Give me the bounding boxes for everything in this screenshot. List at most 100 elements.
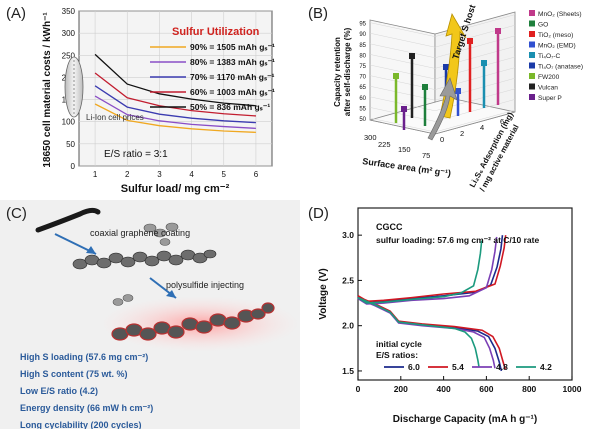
panel-d-xlabel: Discharge Capacity (mA h g⁻¹) [393, 414, 537, 425]
grid-line [369, 117, 436, 133]
coated-fiber [72, 249, 217, 270]
arrow-1-head [86, 246, 96, 254]
feature-list: High S loading (57.6 mg cm⁻²) High S con… [20, 352, 153, 429]
z-tick-label: 90 [359, 32, 366, 38]
point-ti4o7-anatase [443, 64, 449, 70]
step1-label: coaxial graphene coating [90, 228, 190, 238]
panel-b-ytick: 6 [500, 117, 504, 126]
panel-b-z-ticks: 50 55 60 65 70 75 80 85 90 95 [359, 22, 366, 123]
panel-b-xtick: 150 [398, 145, 411, 154]
series-line [94, 72, 256, 117]
panel-d-y-ticks: 1.5 2.0 2.5 3.0 [342, 230, 362, 376]
injected-fiber [111, 302, 275, 341]
legend-title-1: initial cycle [376, 339, 422, 349]
panel-c-illustration: (C) coaxial graphene coating polysulfide… [0, 200, 300, 429]
z-tick-label: 70 [359, 75, 366, 81]
x-tick-label: 600 [479, 384, 493, 394]
point-go [422, 84, 428, 90]
point-superp [401, 106, 407, 112]
y-tick-label: 350 [62, 7, 76, 16]
x-tick-label: 5 [222, 170, 227, 179]
legend-label: 80% = 1383 mAh gₛ⁻¹ [190, 57, 275, 67]
z-tick-label: 50 [359, 117, 366, 123]
panel-d-x-ticks: 0 200 400 600 800 1000 [356, 376, 582, 394]
legend-swatch [529, 52, 535, 58]
y-tick-label: 0 [71, 162, 76, 171]
legend-label: 70% = 1170 mAh gₛ⁻¹ [190, 72, 275, 82]
panel-a-plot-frame [78, 10, 273, 167]
legend-swatch [529, 41, 535, 48]
grid-line [434, 35, 516, 59]
point-mno2-sheets [495, 28, 501, 34]
point-vulcan [409, 53, 415, 59]
panel-d-subtitle: sulfur loading: 57.6 mg cm⁻² at C/10 rat… [376, 235, 539, 245]
legend-label: 4.8 [496, 362, 508, 372]
z-tick-label: 85 [359, 43, 366, 49]
legend-label: 4.2 [540, 362, 552, 372]
panel-b-xtick: 75 [422, 151, 430, 160]
grid-line [434, 24, 516, 48]
y-tick-label: 100 [62, 118, 76, 127]
panel-a-x-ticks: 1 2 3 4 5 6 [93, 170, 259, 179]
series-line [94, 85, 256, 124]
feature-item: High S content (75 wt. %) [20, 369, 128, 379]
panel-b-letter: (B) [308, 5, 328, 22]
y-tick-label: 300 [62, 29, 76, 38]
point-mno2-emd [455, 88, 461, 94]
legend-swatch [529, 62, 535, 69]
legend-label: MnO₂ (Sheets) [538, 11, 582, 18]
legend-label: TiO₂ (meso) [538, 32, 573, 39]
panel-a-letter: (A) [6, 5, 26, 22]
y-tick-label: 2.0 [342, 321, 354, 331]
point-fw200 [393, 73, 399, 79]
x-tick-label: 1000 [563, 384, 582, 394]
legend-swatch [529, 83, 535, 90]
y-tick-label: 250 [62, 51, 76, 60]
legend-swatch [529, 20, 535, 27]
panel-a-legend: 90% = 1505 mAh gₛ⁻¹ 80% = 1383 mAh gₛ⁻¹ 70… [150, 42, 275, 112]
legend-title: Sulfur Utilization [172, 26, 260, 38]
grid-line [369, 32, 436, 48]
legend-label: Ti₄O₇-C [538, 53, 561, 60]
panel-b-zlabel-2: after self-discharge (%) [343, 27, 352, 116]
point-ti4o7-c [481, 60, 487, 66]
z-tick-label: 80 [359, 53, 366, 59]
feature-item: Low E/S ratio (4.2) [20, 386, 98, 396]
panel-a-series [94, 53, 256, 133]
panel-a-ylabel: 18650 cell material costs / kWh⁻¹ [42, 12, 53, 168]
graphene-flakes [112, 222, 179, 306]
carbon-fiber [35, 207, 101, 233]
panel-b-ytick: 4 [480, 123, 484, 132]
legend-label: MnO₂ (EMD) [538, 43, 576, 50]
y-tick-label: 2.5 [342, 275, 354, 285]
z-tick-label: 65 [359, 85, 366, 91]
grid-line [369, 54, 436, 69]
grid-line [369, 22, 436, 37]
z-tick-label: 75 [359, 64, 366, 70]
point-tio2-meso [467, 38, 473, 44]
legend-swatch [529, 31, 535, 37]
panel-d-letter: (D) [308, 205, 329, 222]
panel-b-ytick: 2 [460, 129, 464, 138]
legend-label: 5.4 [452, 362, 464, 372]
series-charge-curve [357, 240, 483, 304]
x-tick-label: 2 [125, 170, 130, 179]
x-tick-label: 4 [189, 170, 194, 179]
legend-label: GO [538, 22, 548, 29]
panel-a-xlabel: Sulfur load/ mg cm⁻² [121, 183, 230, 195]
panel-c-letter: (C) [6, 205, 27, 222]
panel-b-ytick: 0 [440, 135, 444, 144]
legend-swatch [529, 10, 535, 16]
panel-b-zlabel-1: Capacity retention [333, 37, 342, 107]
feature-item: Long cyclability (200 cycles) [20, 420, 142, 429]
y-tick-label: 50 [66, 140, 75, 149]
legend-swatch [529, 73, 535, 79]
panel-d-ylabel: Voltage (V) [318, 268, 329, 319]
panel-d-chart: (D) 1.52.02.53.0 0 200 400 600 800 1000 CGCC … [308, 205, 582, 425]
feature-item: Energy density (66 mW h cm⁻²) [20, 403, 153, 413]
x-tick-label: 6 [254, 170, 259, 179]
grid-line [369, 43, 436, 59]
target-arrow-gray [427, 77, 458, 141]
liion-label: Li-Ion cell prices [86, 113, 144, 122]
